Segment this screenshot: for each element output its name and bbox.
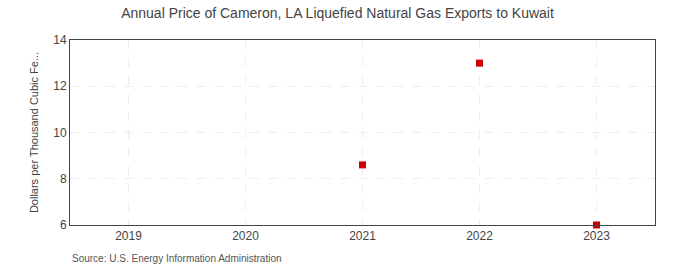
svg-text:2021: 2021 xyxy=(349,229,376,243)
svg-text:Annual Price of Cameron, LA Li: Annual Price of Cameron, LA Liquefied Na… xyxy=(121,5,554,21)
svg-text:14: 14 xyxy=(53,33,67,47)
svg-text:2019: 2019 xyxy=(115,229,142,243)
svg-text:12: 12 xyxy=(53,79,67,93)
svg-text:2020: 2020 xyxy=(232,229,259,243)
svg-text:Dollars per Thousand Cubic Fe.: Dollars per Thousand Cubic Fe... xyxy=(28,52,40,213)
svg-text:2022: 2022 xyxy=(466,229,493,243)
svg-text:6: 6 xyxy=(60,218,67,232)
svg-text:8: 8 xyxy=(60,172,67,186)
svg-text:Source: U.S. Energy Informatio: Source: U.S. Energy Information Administ… xyxy=(72,253,282,264)
svg-text:2023: 2023 xyxy=(583,229,610,243)
svg-text:10: 10 xyxy=(53,126,67,140)
